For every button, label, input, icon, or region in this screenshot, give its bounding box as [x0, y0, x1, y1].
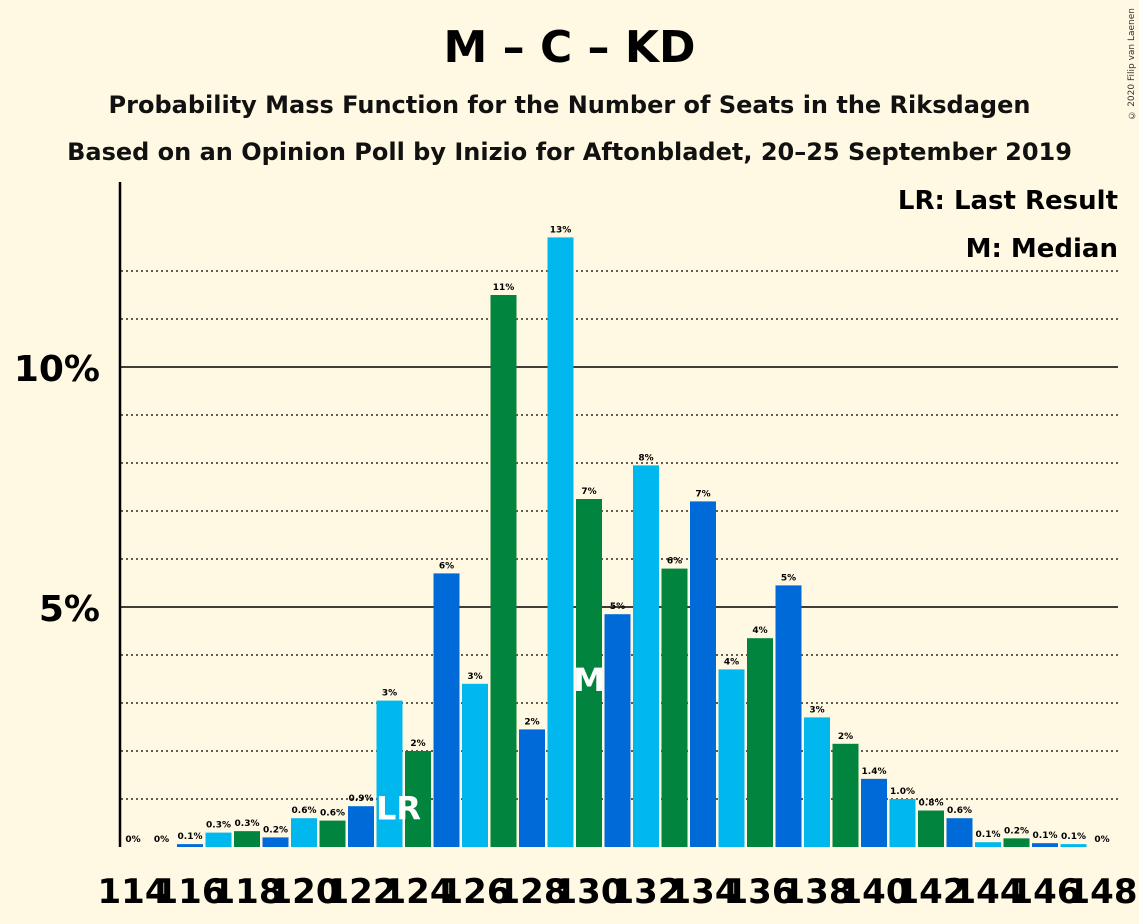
bar-seat-147	[1060, 844, 1087, 847]
x-tick-label: 130	[554, 872, 625, 912]
x-tick-label: 146	[1010, 872, 1081, 912]
bar-seat-139	[832, 743, 859, 847]
y-tick-label: 5%	[39, 589, 100, 630]
bar-value-label: 0.9%	[349, 794, 374, 804]
last-result-marker: LR	[376, 789, 421, 827]
bar-seat-133	[661, 568, 688, 847]
bar-value-label: 4%	[724, 657, 739, 667]
bar-seat-129	[547, 237, 574, 847]
bar-value-label: 13%	[550, 225, 572, 235]
x-tick-label: 122	[326, 872, 397, 912]
bar-seat-144	[975, 842, 1001, 847]
bar-seat-146	[1032, 843, 1058, 847]
bar-value-label: 5%	[610, 602, 625, 612]
bar-value-label: 3%	[809, 705, 824, 715]
bar-value-label: 8%	[638, 453, 653, 463]
x-tick-label: 136	[725, 872, 796, 912]
bar-value-label: 4%	[752, 626, 767, 636]
bar-value-label: 0.8%	[919, 799, 944, 809]
bar-seat-121	[319, 820, 346, 847]
bar-seat-125	[433, 573, 460, 847]
legend-median: M: Median	[966, 234, 1118, 264]
x-tick-label: 132	[611, 872, 682, 912]
bar-seat-117	[205, 832, 232, 847]
bar-seat-140	[861, 778, 887, 847]
bar-seat-138	[804, 717, 830, 847]
x-tick-label: 138	[782, 872, 853, 912]
bar-seat-119	[262, 837, 289, 847]
x-tick-label: 140	[839, 872, 910, 912]
bars: 0% 0% 0.1%0.3% 0.3%0.2%0.6% 0.6%0.9%3%2%6%3%…	[125, 225, 1110, 847]
bar-seat-120	[291, 818, 317, 847]
chart-subtitle: Probability Mass Function for the Number…	[108, 91, 1031, 119]
bar-seat-124	[405, 751, 431, 847]
bar-seat-136	[747, 638, 773, 847]
bar-value-label: 11%	[493, 283, 515, 293]
bar-value-label: 5%	[781, 573, 796, 583]
bar-seat-116	[177, 844, 203, 847]
bar-seat-142	[918, 810, 944, 847]
bar-value-label: 6%	[439, 561, 454, 571]
bar-seat-135	[718, 669, 745, 847]
bar-seat-130	[576, 499, 602, 847]
x-tick-label: 126	[440, 872, 511, 912]
bar-seat-134	[690, 501, 716, 847]
bar-value-label: 0%	[1094, 835, 1109, 845]
bar-value-label: 0%	[125, 835, 140, 845]
x-tick-label: 124	[383, 872, 454, 912]
y-tick-label: 10%	[14, 349, 100, 390]
legend: LR: Last Result M: Median	[898, 186, 1118, 264]
x-tick-label: 144	[953, 872, 1024, 912]
bar-value-label: 1.4%	[862, 767, 887, 777]
x-tick-label: 142	[896, 872, 967, 912]
bar-value-label: 0.6%	[320, 809, 345, 819]
x-tick-label: 120	[269, 872, 340, 912]
bar-value-label: 6%	[667, 557, 682, 567]
bar-seat-141	[889, 799, 916, 847]
bar-seat-122	[348, 806, 374, 847]
bar-value-label: 3%	[467, 672, 482, 682]
x-tick-label: 118	[212, 872, 283, 912]
bar-value-label: 1.0%	[890, 787, 915, 797]
bar-value-label: 7%	[695, 489, 710, 499]
bar-seat-127	[490, 295, 517, 847]
axes: 1141161181201221241261281301321341361381…	[98, 182, 1138, 912]
x-tick-label: 128	[497, 872, 568, 912]
x-tick-label: 148	[1067, 872, 1138, 912]
bar-seat-126	[462, 683, 488, 847]
bar-value-label: 0.6%	[292, 806, 317, 816]
bar-value-label: 2%	[838, 732, 853, 742]
bar-value-label: 0.1%	[1061, 832, 1086, 842]
bar-seat-118	[234, 831, 260, 847]
bar-seat-137	[775, 585, 802, 847]
bar-value-label: 3%	[382, 689, 397, 699]
x-tick-label: 116	[155, 872, 226, 912]
bar-seat-145	[1003, 838, 1030, 847]
legend-last-result: LR: Last Result	[898, 186, 1118, 216]
median-marker: M	[573, 661, 605, 699]
bar-value-label: 0.1%	[976, 830, 1001, 840]
bar-value-label: 0.1%	[178, 832, 203, 842]
x-tick-label: 114	[98, 872, 169, 912]
chart-title: M – C – KD	[443, 22, 696, 73]
bar-seat-123	[376, 700, 403, 847]
bar-seat-131	[604, 614, 631, 847]
bar-seat-143	[946, 818, 973, 847]
gridlines: 5% 10%	[14, 270, 1118, 800]
bar-value-label: 0.2%	[1004, 826, 1029, 836]
bar-value-label: 2%	[410, 739, 425, 749]
bar-value-label: 7%	[581, 487, 596, 497]
bar-value-label: 0.2%	[263, 825, 288, 835]
bar-value-label: 2%	[524, 717, 539, 727]
bar-value-label: 0%	[154, 835, 169, 845]
bar-seat-128	[519, 729, 545, 847]
bar-value-label: 0.3%	[206, 821, 231, 831]
chart-source-line: Based on an Opinion Poll by Inizio for A…	[67, 138, 1072, 166]
bar-seat-132	[633, 465, 659, 847]
x-tick-label: 134	[668, 872, 739, 912]
bar-value-label: 0.1%	[1033, 831, 1058, 841]
bar-value-label: 0.3%	[235, 819, 260, 829]
bar-value-label: 0.6%	[947, 806, 972, 816]
